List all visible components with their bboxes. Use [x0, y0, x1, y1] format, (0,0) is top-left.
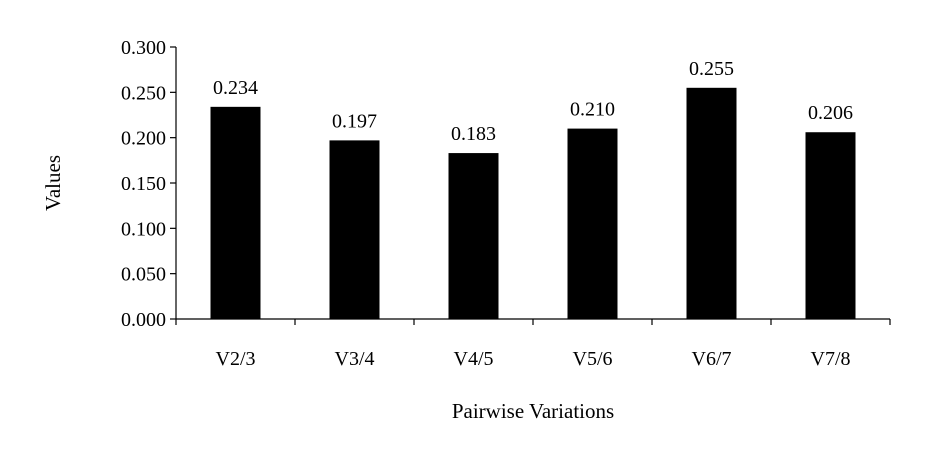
- y-tick-label: 0.100: [121, 218, 166, 240]
- x-category-label: V4/5: [454, 348, 494, 370]
- axes-layer: [175, 47, 890, 320]
- bar-v4-5: [448, 153, 499, 319]
- y-axis-title: Values: [41, 155, 65, 211]
- x-axis-title: Pairwise Variations: [452, 399, 614, 423]
- y-tick-label: 0.150: [121, 173, 166, 195]
- bar-value-label: 0.210: [570, 99, 615, 121]
- y-tick-label: 0.300: [121, 37, 166, 59]
- bar-value-label: 0.206: [808, 102, 853, 124]
- bar-value-label: 0.234: [213, 77, 258, 99]
- bar-value-label: 0.255: [689, 58, 734, 80]
- bar-value-label: 0.197: [332, 110, 377, 132]
- y-tick-label: 0.200: [121, 128, 166, 150]
- bar-v5-6: [567, 128, 618, 319]
- bars-layer: [210, 87, 856, 319]
- bar-v3-4: [329, 140, 380, 319]
- y-tick-label: 0.050: [121, 264, 166, 286]
- x-category-label: V7/8: [811, 348, 851, 370]
- bar-v6-7: [686, 87, 737, 319]
- y-ticks: 0.000 0.050 0.100 0.150 0.200 0.250 0.300: [121, 37, 176, 331]
- x-category-label: V2/3: [216, 348, 256, 370]
- bar-v7-8: [805, 132, 856, 319]
- x-category-label: V6/7: [692, 348, 732, 370]
- x-ticks: V2/3 V3/4 V4/5 V5/6 V6/7 V7/8: [175, 319, 891, 370]
- y-tick-label: 0.250: [121, 82, 166, 104]
- y-tick-label: 0.000: [121, 309, 166, 331]
- x-category-label: V5/6: [573, 348, 613, 370]
- data-labels: 0.234 0.197 0.183 0.210 0.255 0.206: [213, 58, 853, 145]
- bar-v2-3: [210, 106, 261, 319]
- x-category-label: V3/4: [335, 348, 375, 370]
- bar-value-label: 0.183: [451, 123, 496, 145]
